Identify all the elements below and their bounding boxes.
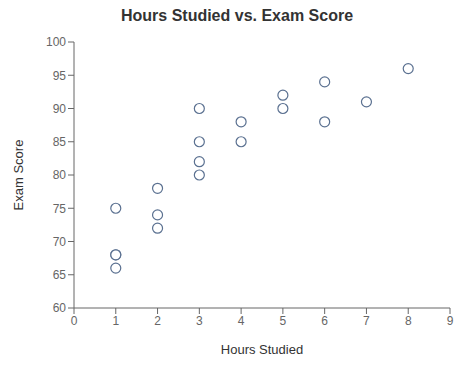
- svg-text:100: 100: [46, 35, 66, 49]
- svg-text:8: 8: [405, 314, 412, 328]
- svg-text:60: 60: [53, 301, 67, 315]
- svg-text:7: 7: [363, 314, 370, 328]
- svg-text:Hours Studied: Hours Studied: [221, 342, 303, 357]
- svg-text:Exam Score: Exam Score: [11, 140, 26, 211]
- svg-text:5: 5: [280, 314, 287, 328]
- svg-text:4: 4: [238, 314, 245, 328]
- svg-text:85: 85: [53, 135, 67, 149]
- svg-text:90: 90: [53, 102, 67, 116]
- html-text:Hours Studied vs. Exam Score: Hours Studied vs. Exam Score: [121, 7, 353, 24]
- svg-text:9: 9: [447, 314, 454, 328]
- svg-text:70: 70: [53, 235, 67, 249]
- svg-text:95: 95: [53, 69, 67, 83]
- svg-text:3: 3: [196, 314, 203, 328]
- svg-text:80: 80: [53, 168, 67, 182]
- svg-text:6: 6: [321, 314, 328, 328]
- svg-text:75: 75: [53, 202, 67, 216]
- svg-text:1: 1: [112, 314, 119, 328]
- svg-text:2: 2: [154, 314, 161, 328]
- svg-text:0: 0: [71, 314, 78, 328]
- svg-text:65: 65: [53, 268, 67, 282]
